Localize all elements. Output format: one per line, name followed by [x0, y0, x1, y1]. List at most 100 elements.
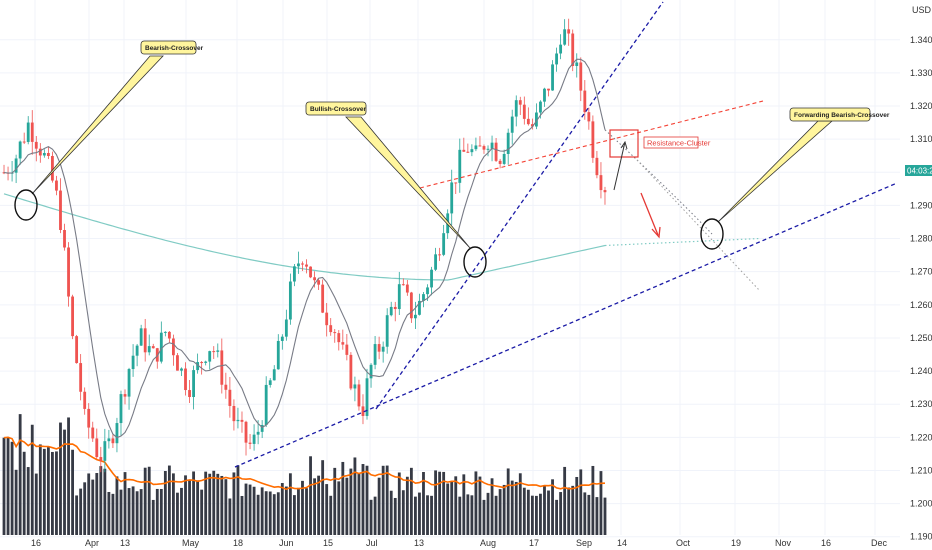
candle-up	[474, 145, 478, 150]
volume-bar	[71, 449, 74, 535]
candle-up	[502, 153, 506, 164]
short-moving-average	[3, 58, 606, 439]
candle-up	[369, 364, 373, 379]
candle-down	[63, 229, 66, 248]
volume-bar	[228, 498, 232, 535]
candle-down	[321, 284, 325, 313]
volume-bar	[385, 465, 389, 535]
candle-down	[530, 124, 534, 127]
volume-bar	[409, 467, 413, 535]
time-tick-label: Dec	[871, 538, 888, 548]
candle-down	[224, 384, 228, 390]
resistance-cluster-box	[609, 129, 639, 158]
candle-down	[244, 421, 248, 443]
candle-up	[139, 328, 143, 346]
volume-bar	[172, 473, 175, 535]
candle-down	[349, 354, 353, 389]
candle-down	[75, 336, 79, 364]
volume-bar	[288, 473, 292, 535]
candle-up	[510, 116, 514, 133]
rising-trendline-steep	[375, 1, 664, 410]
candle-up	[131, 355, 135, 370]
volume-bar	[490, 478, 494, 535]
time-tick-label: Apr	[85, 538, 99, 548]
volume-bar	[369, 499, 373, 535]
volume-bar	[458, 496, 462, 535]
volume-bar	[276, 492, 280, 535]
time-tick-label: 18	[233, 538, 243, 548]
volume-bar	[446, 483, 450, 535]
candle-down	[200, 362, 204, 364]
volume-bar	[119, 489, 123, 535]
volume-bar	[530, 495, 534, 535]
volume-bar	[10, 441, 14, 535]
candle-down	[248, 442, 252, 444]
volume-bar	[99, 466, 103, 535]
volume-bar	[248, 484, 252, 535]
volume-bar	[357, 473, 361, 535]
volume-bar	[236, 465, 240, 535]
callout-bearish-text: Bearish-Crossover	[145, 45, 204, 52]
candle-down	[401, 284, 405, 286]
volume-bar	[297, 487, 300, 535]
candle-down	[329, 325, 333, 333]
candle-up	[389, 306, 393, 316]
chart-grid	[0, 0, 900, 538]
volume-bar	[51, 451, 54, 535]
volume-bar	[563, 466, 567, 535]
volume-moving-average	[3, 436, 606, 491]
volume-bar	[159, 488, 163, 535]
candle-up	[506, 132, 510, 154]
volume-bar	[526, 489, 530, 535]
time-tick-label: Oct	[676, 538, 691, 548]
volume-bar	[506, 468, 510, 535]
candle-down	[38, 148, 42, 156]
volume-bar	[567, 487, 571, 535]
price-tick-label: 1.29000	[910, 200, 932, 210]
callout-bullish-crossover: Bullish-Crossover	[305, 101, 487, 278]
price-tick-label: 1.25000	[910, 333, 932, 343]
candle-down	[518, 100, 522, 105]
candle-down	[341, 342, 345, 345]
volume-bar	[587, 494, 591, 535]
volume-bar	[599, 471, 603, 535]
candle-down	[498, 160, 502, 164]
candle-down	[345, 344, 349, 355]
candle-down	[571, 33, 575, 67]
volume-bar	[147, 466, 151, 535]
volume-bar	[87, 473, 91, 535]
volume-bar	[111, 493, 115, 535]
candle-up	[236, 419, 240, 422]
candle-down	[232, 405, 236, 422]
current-price-tag: 04:03:25	[905, 165, 932, 176]
candle-up	[555, 53, 558, 65]
volume-bar	[46, 447, 50, 535]
candle-up	[180, 368, 183, 371]
candle-up	[26, 122, 30, 142]
time-tick-label: Nov	[775, 538, 792, 548]
price-axis[interactable]: 1.340001.330001.320001.310001.300001.290…	[910, 35, 932, 542]
volume-bar	[337, 481, 341, 535]
time-axis[interactable]: 16 Apr 13 May 18 Jun 15 Jul 13 Aug 17 Sep 14 Oct 19 Nov…	[31, 538, 888, 548]
candle-up	[575, 62, 579, 67]
candle-up	[430, 269, 433, 288]
candle-up	[486, 148, 490, 150]
volume-bar	[38, 444, 42, 535]
candle-up	[414, 314, 417, 319]
volume-bar	[272, 494, 276, 535]
candle-down	[83, 391, 87, 409]
candle-up	[442, 233, 446, 255]
price-tick-label: 1.32000	[910, 101, 932, 111]
volume-bar	[571, 485, 575, 535]
volume-bar	[135, 491, 139, 535]
candle-up	[42, 152, 46, 156]
time-tick-label: 19	[731, 538, 741, 548]
volume-bar	[329, 495, 333, 535]
time-tick-label: Jul	[366, 538, 378, 548]
volume-bar	[365, 465, 369, 535]
volume-bar	[196, 480, 200, 535]
price-tick-label: 1.33000	[910, 68, 932, 78]
candle-up	[268, 380, 272, 385]
up-arrow-head	[620, 140, 628, 150]
